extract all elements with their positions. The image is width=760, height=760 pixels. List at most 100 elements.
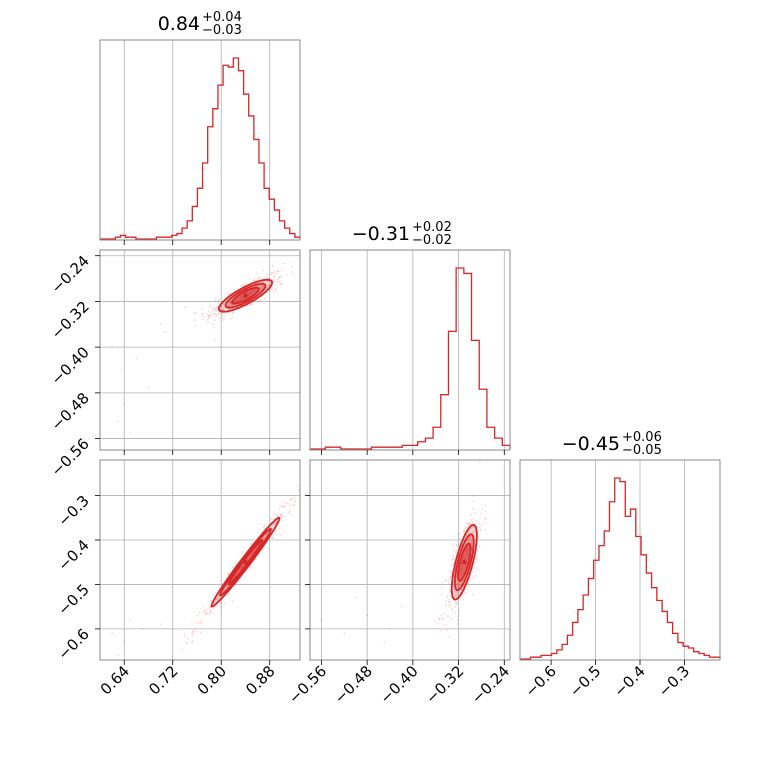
- sample-point: [217, 300, 220, 303]
- sample-point: [484, 528, 487, 531]
- sample-point: [141, 628, 144, 630]
- sample-point: [213, 326, 216, 328]
- sample-point: [234, 584, 237, 587]
- x-tick-label: −0.56: [285, 662, 330, 707]
- sample-point: [191, 631, 194, 633]
- sample-point: [209, 610, 212, 612]
- sample-point: [463, 530, 466, 532]
- sample-point: [292, 504, 295, 507]
- param-title-lower-error: −0.03: [202, 23, 242, 38]
- sample-point: [474, 511, 477, 514]
- x-tick-label: −0.6: [521, 662, 559, 700]
- sample-point: [470, 542, 473, 545]
- sample-point: [258, 277, 260, 280]
- sample-point: [204, 609, 207, 611]
- sample-point: [273, 275, 275, 278]
- sample-point: [244, 576, 247, 579]
- y-tick-label: −0.40: [48, 343, 93, 388]
- sample-point: [462, 579, 465, 581]
- sample-point: [227, 592, 230, 595]
- sample-point: [472, 533, 475, 535]
- sample-point: [448, 598, 451, 601]
- sample-point: [278, 527, 281, 530]
- sample-point: [282, 505, 285, 508]
- sample-point: [203, 609, 206, 612]
- sample-point: [262, 547, 265, 550]
- sample-point: [250, 303, 252, 306]
- sample-point: [271, 286, 273, 289]
- sample-point: [192, 635, 194, 637]
- sample-point: [215, 314, 218, 316]
- sample-point: [476, 557, 478, 560]
- sample-point: [272, 278, 275, 281]
- sample-point: [452, 549, 455, 552]
- sample-point: [220, 602, 223, 604]
- peak-marker: [462, 560, 467, 565]
- sample-point: [180, 648, 183, 651]
- sample-point: [276, 514, 279, 517]
- sample-point: [268, 290, 271, 293]
- sample-point: [272, 518, 275, 521]
- sample-point: [215, 307, 217, 310]
- panel-frame-0-0: [99, 39, 301, 241]
- sample-point: [213, 312, 216, 315]
- sample-point: [267, 284, 270, 287]
- param-title-lower-error: −0.05: [622, 443, 662, 458]
- sample-point: [207, 317, 210, 320]
- sample-point: [163, 331, 166, 334]
- x-tick-label: −0.32: [422, 662, 467, 707]
- sample-point: [437, 622, 440, 625]
- sample-point: [220, 606, 223, 609]
- param-title-2: −0.45 +0.06−0.05: [562, 430, 662, 458]
- sample-point: [210, 599, 212, 602]
- sample-point: [281, 515, 284, 518]
- sample-point: [438, 617, 440, 620]
- param-title-1: −0.31 +0.02−0.02: [352, 220, 452, 248]
- scatter-panel-2-1: [320, 461, 487, 644]
- sample-point: [205, 612, 208, 615]
- sample-point: [479, 529, 482, 531]
- sample-point: [277, 270, 279, 272]
- sample-point: [222, 304, 225, 306]
- sample-point: [257, 285, 260, 287]
- sample-point: [264, 526, 267, 529]
- sample-point: [278, 508, 281, 510]
- sample-point: [228, 301, 231, 304]
- sample-point: [200, 622, 203, 625]
- sample-point: [448, 579, 451, 582]
- sample-point: [452, 545, 454, 547]
- sample-point: [471, 545, 473, 548]
- sample-point: [479, 529, 482, 532]
- sample-point: [457, 583, 460, 585]
- sample-point: [192, 628, 195, 631]
- sample-point: [448, 635, 451, 638]
- sample-point: [198, 611, 201, 614]
- sample-point: [280, 506, 283, 508]
- sample-point: [472, 530, 475, 533]
- sample-point: [194, 324, 197, 327]
- sample-point: [279, 533, 281, 536]
- sample-point: [478, 526, 481, 528]
- titles-layer: 0.84 +0.04−0.03−0.31 +0.02−0.02−0.45 +0.06−…: [158, 10, 662, 458]
- sample-point: [251, 302, 254, 305]
- sample-point: [250, 303, 253, 306]
- sample-point: [184, 635, 187, 638]
- sample-point: [450, 572, 453, 575]
- sample-point: [451, 607, 454, 610]
- sample-point: [262, 536, 265, 539]
- sample-point: [159, 323, 162, 326]
- sample-point: [198, 621, 201, 624]
- sample-point: [263, 298, 266, 300]
- sample-point: [229, 304, 231, 307]
- sample-point: [208, 605, 211, 608]
- x-tick-label: 0.72: [145, 662, 181, 698]
- sample-point: [227, 574, 230, 576]
- sample-point: [224, 315, 227, 318]
- x-tick-label: 0.80: [194, 662, 230, 698]
- sample-point: [249, 543, 252, 546]
- sample-point: [279, 282, 282, 285]
- y-tick-label: −0.4: [54, 536, 92, 574]
- sample-point: [216, 305, 219, 307]
- sample-point: [457, 615, 460, 617]
- sample-point: [111, 346, 113, 348]
